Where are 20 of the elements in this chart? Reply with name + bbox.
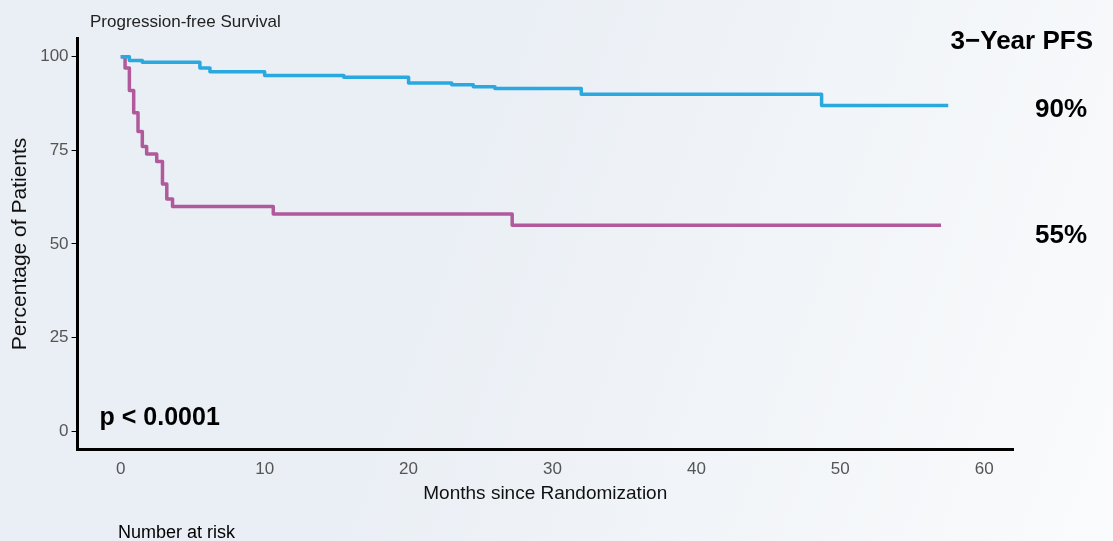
chart-title: Progression-free Survival bbox=[90, 11, 281, 31]
y-tick-label: 50 bbox=[49, 233, 69, 253]
x-axis-title: Months since Randomization bbox=[423, 481, 668, 503]
x-tick-label: 60 bbox=[974, 458, 994, 478]
y-tick-label: 25 bbox=[49, 327, 69, 347]
x-tick-label: 10 bbox=[255, 458, 275, 478]
annotation: p < 0.0001 bbox=[99, 401, 220, 430]
x-tick-label: 30 bbox=[543, 458, 562, 478]
annotation: 3−Year PFS bbox=[950, 25, 1093, 56]
x-tick-label: 20 bbox=[399, 458, 419, 478]
text: 55% bbox=[1034, 219, 1088, 250]
y-tick-label: 75 bbox=[49, 140, 69, 159]
y-axis-title: Percentage of Patients bbox=[7, 137, 31, 351]
y-tick-label: 0 bbox=[59, 420, 69, 440]
y-tick-label: 100 bbox=[40, 46, 69, 66]
text: 90% bbox=[1034, 93, 1088, 124]
x-tick-label: 50 bbox=[830, 458, 850, 478]
x-tick-label: 0 bbox=[116, 458, 126, 478]
text: Number at risk bbox=[118, 521, 237, 541]
x-tick-label: 40 bbox=[686, 458, 706, 478]
